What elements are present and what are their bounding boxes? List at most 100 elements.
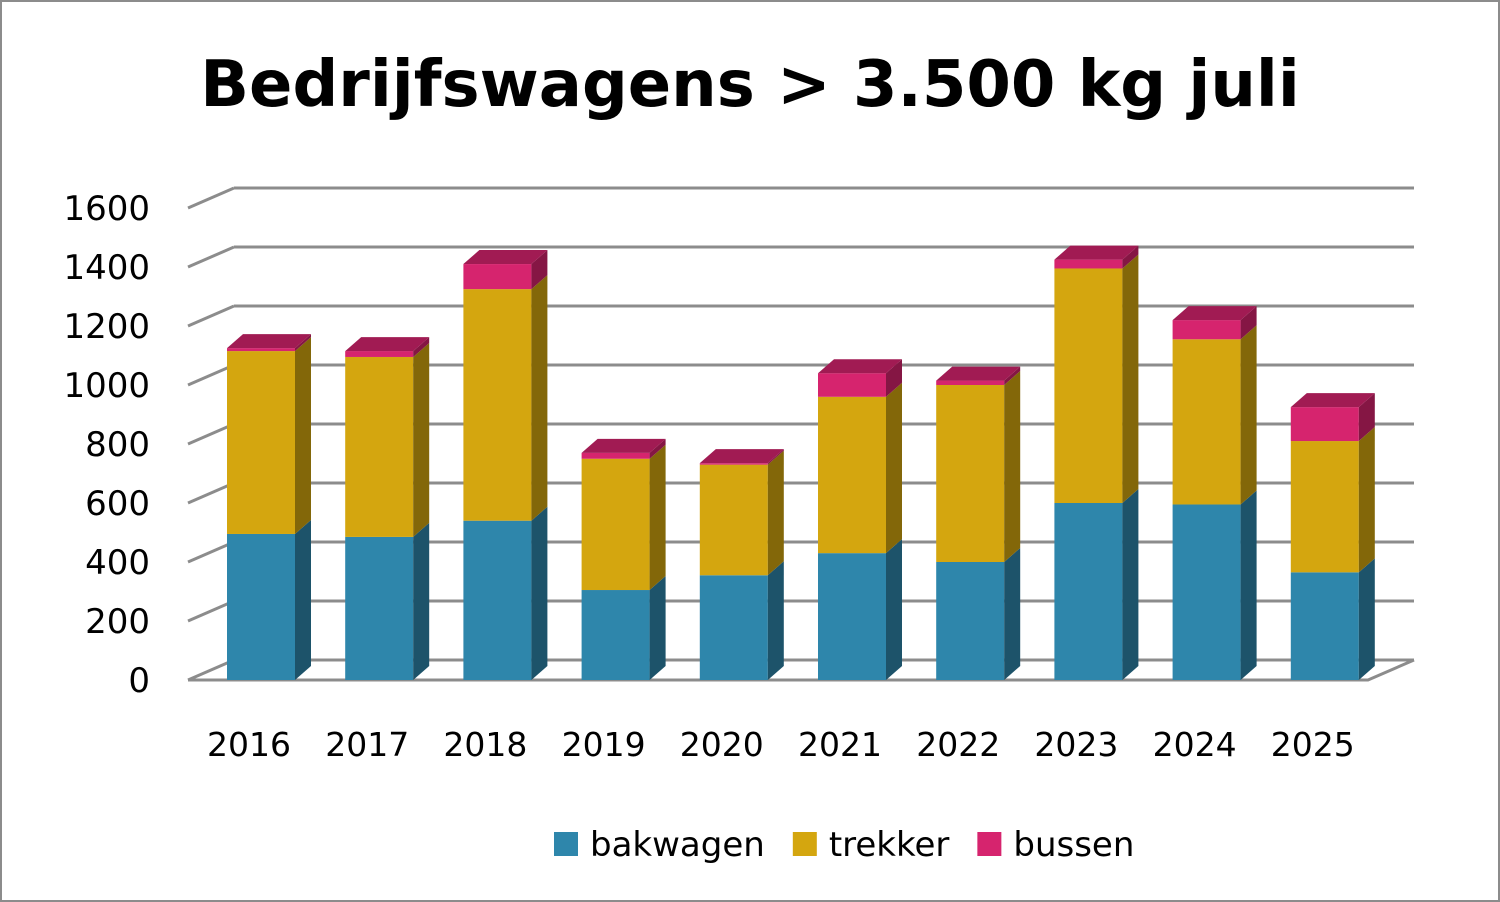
bar-segment-bakwagen-2016	[227, 519, 311, 680]
bar-side	[1122, 489, 1139, 680]
bar-front	[581, 452, 650, 459]
bar-stack-2020	[699, 449, 784, 680]
bar-segment-trekker-2017	[345, 342, 430, 537]
bar-front	[1054, 268, 1123, 503]
bar-top	[463, 250, 548, 265]
bar-segment-trekker-2019	[581, 444, 666, 591]
y-tick-label: 1200	[63, 307, 150, 347]
bar-side	[886, 382, 902, 554]
gridline-depth	[187, 540, 235, 564]
legend-label: trekker	[829, 825, 950, 865]
bar-side	[413, 522, 430, 680]
gridline-depth	[187, 245, 235, 269]
bar-segment-trekker-2016	[227, 337, 311, 534]
x-tick-label: 2023	[1034, 725, 1118, 764]
y-tick-label: 800	[85, 425, 150, 465]
bar-side	[295, 334, 311, 352]
bar-segment-bakwagen-2018	[463, 506, 548, 680]
bar-segment-bakwagen-2024	[1172, 490, 1257, 680]
floor-edge	[188, 658, 1415, 682]
bar-side	[649, 438, 666, 459]
y-tick-label: 400	[85, 543, 150, 583]
legend-item-bakwagen: bakwagen	[554, 825, 765, 865]
bar-front	[818, 396, 886, 554]
bar-stack-2018	[463, 250, 548, 680]
bar-segment-bussen-2020	[699, 449, 784, 465]
bar-segment-trekker-2023	[1054, 254, 1139, 503]
gridline-depth	[187, 363, 235, 387]
bar-segment-bakwagen-2017	[345, 522, 430, 680]
gridline-depth	[187, 422, 235, 446]
bar-front	[818, 553, 886, 680]
bar-front	[463, 264, 532, 290]
x-tick-label: 2019	[562, 725, 646, 764]
bar-segment-trekker-2020	[699, 450, 784, 576]
x-tick-label: 2021	[798, 725, 882, 764]
bar-front	[818, 373, 886, 397]
bar-front	[1290, 441, 1359, 573]
chart-title: Bedrijfswagens > 3.500 kg juli	[200, 48, 1300, 122]
bar-segment-bussen-2024	[1172, 306, 1257, 340]
x-tick-label: 2024	[1153, 725, 1237, 764]
bar-top	[1054, 245, 1139, 260]
bar-front	[699, 575, 768, 680]
bar-side	[1358, 393, 1375, 442]
bar-side	[1004, 548, 1021, 680]
bar-segment-bussen-2018	[463, 250, 548, 290]
bar-side	[649, 576, 666, 680]
bar-front	[936, 385, 1005, 562]
bar-front	[1290, 572, 1359, 680]
bar-front	[227, 348, 295, 352]
bar-front	[1290, 407, 1359, 442]
bar-front	[463, 289, 532, 521]
bar-segment-bakwagen-2022	[936, 548, 1021, 680]
bar-front	[699, 464, 768, 576]
bar-segment-bakwagen-2021	[818, 539, 902, 680]
bar-front	[1172, 320, 1241, 340]
bar-side	[767, 450, 784, 576]
bar-segment-bussen-2019	[581, 438, 666, 459]
bar-side	[413, 337, 430, 357]
legend-swatch	[554, 832, 578, 856]
bar-side	[413, 342, 430, 537]
bar-side	[531, 506, 548, 680]
bar-segment-bussen-2025	[1290, 393, 1375, 442]
x-tick-label: 2025	[1271, 725, 1355, 764]
bar-side	[1240, 325, 1257, 505]
legend-swatch	[792, 832, 817, 856]
bar-side	[295, 519, 311, 680]
bar-stack-2022	[936, 366, 1021, 680]
gridline-depth	[187, 658, 235, 682]
bar-side	[886, 359, 902, 397]
bar-front	[1172, 339, 1241, 505]
legend-label: bakwagen	[590, 825, 765, 865]
legend-label: bussen	[1013, 825, 1134, 865]
y-tick-label: 200	[85, 602, 150, 642]
x-tick-label: 2017	[325, 725, 409, 764]
bar-side	[767, 449, 784, 465]
bar-front	[936, 380, 1005, 385]
y-tick-label: 600	[85, 484, 150, 524]
bar-side	[1004, 371, 1021, 562]
bar-front	[1054, 259, 1123, 269]
bar-segment-trekker-2021	[818, 382, 902, 554]
bar-segment-bakwagen-2025	[1290, 558, 1375, 680]
bar-side	[1358, 427, 1375, 573]
bar-front	[345, 356, 414, 537]
gridline-depth	[187, 481, 235, 505]
bar-segment-bussen-2022	[936, 366, 1021, 385]
bar-front	[345, 536, 414, 680]
bar-front	[581, 458, 650, 591]
y-tick-label: 0	[128, 661, 150, 701]
x-tick-label: 2020	[680, 725, 764, 764]
bar-stack-2017	[345, 337, 430, 680]
bar-stack-2021	[818, 359, 902, 680]
x-axis-categories: 2016 2017 2018 2019 2020 2021 2022 2023 2024 2025	[207, 725, 1355, 764]
bar-segment-trekker-2018	[463, 275, 548, 521]
bar-side	[767, 561, 784, 680]
bar-top	[699, 449, 784, 464]
gridline-depth	[187, 186, 235, 210]
bar-stack-2016	[227, 334, 311, 680]
